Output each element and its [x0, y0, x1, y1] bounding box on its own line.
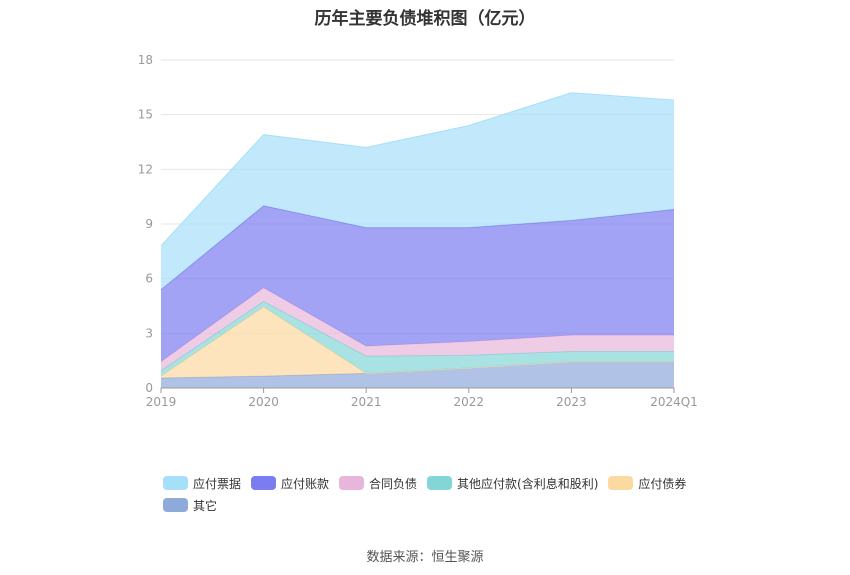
legend-label: 其他应付款(含利息和股利)	[457, 476, 599, 491]
legend-label: 应付票据	[193, 476, 242, 491]
legend-item[interactable]: 其它	[163, 494, 217, 516]
x-tick-label: 2022	[454, 395, 485, 409]
legend-swatch	[339, 476, 365, 490]
axes: 0 3 6 9 12 15 18 2019 2020 2021 2022 2023 2024Q1	[138, 53, 698, 409]
legend-item[interactable]: 合同负债	[339, 472, 417, 494]
y-tick-label: 9	[145, 217, 153, 231]
legend-item[interactable]: 应付债券	[608, 472, 686, 494]
x-tick-label: 2024Q1	[650, 395, 698, 409]
x-tick-label: 2023	[556, 395, 587, 409]
legend-label: 其它	[193, 498, 218, 513]
area-应付债券	[161, 306, 674, 378]
y-tick-label: 18	[138, 53, 153, 67]
source-note: 数据来源：恒生聚源	[366, 550, 484, 565]
legend-item[interactable]: 应付票据	[163, 472, 241, 494]
x-tick-label: 2019	[146, 395, 177, 409]
y-tick-label: 6	[145, 272, 153, 286]
legend-swatch	[608, 476, 634, 490]
area-series	[160, 92, 675, 388]
area-应付票据	[161, 92, 674, 290]
y-tick-label: 12	[138, 162, 153, 176]
legend-swatch	[251, 476, 277, 490]
area-其它	[161, 361, 674, 388]
legend-swatch	[163, 476, 188, 490]
legend-item[interactable]: 应付账款	[251, 472, 329, 494]
legend-label: 应付账款	[281, 476, 330, 491]
legend-swatch	[163, 498, 188, 512]
chart-title: 历年主要负债堆积图（亿元）	[314, 9, 536, 29]
area-其他应付款(含利息和股利)	[161, 301, 674, 377]
legend: 应付票据 应付账款 合同负债 其他应付款(含利息和股利) 应付债券其它	[163, 472, 723, 516]
legend-item[interactable]: 其他应付款(含利息和股利)	[427, 472, 598, 494]
legend-label: 合同负债	[369, 476, 418, 491]
y-tick-label: 3	[145, 326, 153, 340]
y-tick-label: 0	[145, 381, 153, 395]
area-应付账款	[161, 205, 674, 362]
y-tick-label: 15	[138, 108, 153, 122]
legend-swatch	[427, 476, 453, 490]
x-tick-label: 2020	[248, 395, 279, 409]
legend-label: 应付债券	[638, 476, 687, 491]
area-合同负债	[161, 287, 674, 371]
area-line-应付票据	[160, 92, 675, 247]
x-tick-label: 2021	[351, 395, 382, 409]
